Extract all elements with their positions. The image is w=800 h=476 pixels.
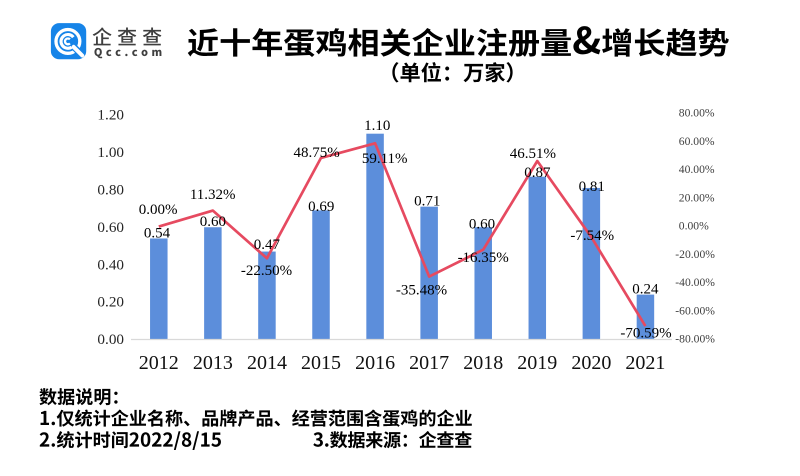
svg-text:80.00%: 80.00% (679, 107, 715, 120)
svg-text:1.20: 1.20 (97, 107, 124, 124)
svg-text:-16.35%: -16.35% (458, 250, 509, 266)
svg-text:0.60: 0.60 (97, 219, 124, 236)
svg-text:0.60: 0.60 (200, 214, 226, 230)
svg-text:0.24: 0.24 (632, 281, 659, 297)
svg-text:2013: 2013 (193, 352, 233, 374)
svg-text:1.00: 1.00 (97, 144, 124, 161)
svg-text:0.60: 0.60 (469, 216, 495, 232)
svg-text:2014: 2014 (247, 352, 287, 374)
svg-text:0.87: 0.87 (524, 165, 551, 181)
svg-text:1.10: 1.10 (364, 118, 390, 134)
svg-text:0.20: 0.20 (97, 294, 124, 311)
svg-text:2012: 2012 (139, 352, 179, 374)
svg-text:0.81: 0.81 (579, 179, 605, 195)
svg-text:2020: 2020 (571, 352, 611, 374)
svg-text:60.00%: 60.00% (679, 135, 715, 148)
svg-text:2018: 2018 (463, 352, 503, 374)
svg-text:-35.48%: -35.48% (396, 283, 447, 299)
svg-text:2019: 2019 (517, 352, 557, 374)
svg-text:0.00: 0.00 (97, 331, 124, 348)
svg-text:-80.00%: -80.00% (675, 333, 715, 346)
svg-text:0.40: 0.40 (97, 256, 124, 273)
svg-text:0.54: 0.54 (144, 225, 171, 241)
svg-text:2021: 2021 (625, 352, 665, 374)
svg-text:-22.50%: -22.50% (241, 263, 292, 279)
svg-text:59.11%: 59.11% (362, 151, 408, 167)
svg-text:-40.00%: -40.00% (675, 276, 715, 289)
svg-text:40.00%: 40.00% (679, 163, 715, 176)
svg-text:46.51%: 46.51% (510, 146, 556, 162)
svg-text:-70.59%: -70.59% (620, 326, 671, 342)
svg-text:-20.00%: -20.00% (675, 248, 715, 261)
svg-text:0.00%: 0.00% (679, 220, 709, 233)
svg-text:2015: 2015 (301, 352, 341, 374)
svg-text:0.69: 0.69 (308, 199, 334, 215)
svg-text:0.71: 0.71 (414, 194, 440, 210)
svg-text:-60.00%: -60.00% (675, 304, 715, 317)
svg-text:2016: 2016 (355, 352, 395, 374)
svg-text:11.32%: 11.32% (190, 187, 236, 203)
svg-text:0.47: 0.47 (254, 237, 281, 253)
svg-text:48.75%: 48.75% (293, 145, 339, 161)
svg-text:0.80: 0.80 (97, 182, 124, 199)
svg-text:-7.54%: -7.54% (570, 228, 614, 244)
svg-text:0.00%: 0.00% (139, 202, 178, 218)
svg-text:2017: 2017 (409, 352, 449, 374)
svg-text:20.00%: 20.00% (679, 191, 715, 204)
